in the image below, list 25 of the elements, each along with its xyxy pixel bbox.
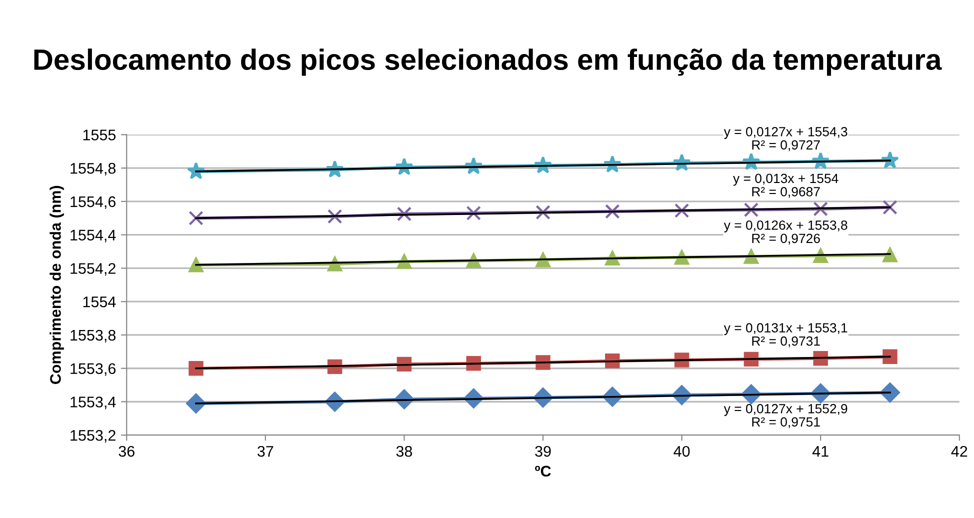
annotation: y = 0,0127x + 1552,9 R² = 0,9751: [724, 404, 848, 428]
annotation: y = 0,0127x + 1554,3 R² = 0,9727: [724, 127, 848, 152]
y-axis-title: Comprimento de onda (nm): [50, 186, 64, 384]
y-tick-label: 1553,4: [70, 396, 116, 410]
y-tick-label: 1553,6: [70, 363, 116, 376]
y-tick-label: 1554: [83, 296, 116, 308]
annotation: y = 0,0126x + 1553,8 R² = 0,9726: [724, 220, 848, 245]
y-tick-label: 1553,2: [70, 430, 116, 443]
x-tick-label: 39: [535, 446, 551, 457]
x-tick-label: 42: [951, 446, 968, 457]
x-tick-label: 37: [258, 446, 274, 457]
y-tick-label: 1554,8: [70, 162, 116, 176]
annotation: y = 0,0131x + 1553,1 R² = 0,9731: [724, 323, 848, 348]
y-tick-label: 1554,6: [70, 196, 116, 209]
x-tick-label: 36: [118, 446, 134, 457]
y-tick-label: 1553,8: [70, 330, 116, 342]
y-tick-label: 1555: [83, 130, 116, 140]
annotation: y = 0,013x + 1554 R² = 0,9687: [733, 174, 838, 198]
x-axis-title: ºC: [535, 466, 551, 477]
x-tick-label: 38: [396, 446, 412, 457]
x-tick-label: 40: [674, 446, 690, 457]
chart-title: Deslocamento dos picos selecionados em função da temperatura: [34, 48, 942, 76]
y-tick-label: 1554,4: [70, 230, 116, 242]
y-tick-label: 1554,2: [70, 263, 116, 276]
x-tick-label: 41: [812, 446, 828, 457]
